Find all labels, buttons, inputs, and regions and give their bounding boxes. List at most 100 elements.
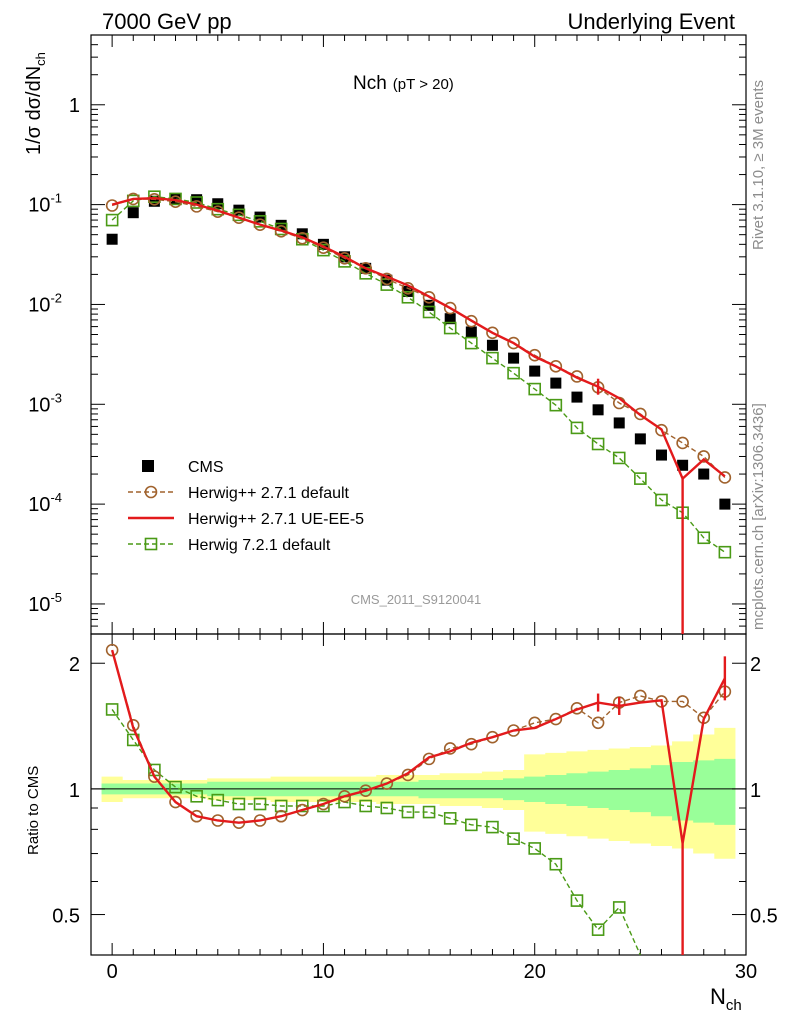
- herwig7-point: [612, 451, 626, 465]
- herwig7-ratio-point: [380, 801, 394, 815]
- x-tick-label: 20: [524, 961, 546, 983]
- herwig7-point: [105, 213, 119, 227]
- y-tick-label-ratio-left: 0.5: [52, 906, 80, 928]
- herwigpp-default-point: [528, 348, 542, 362]
- mcplots-label: mcplots.cern.ch [arXiv:1306.3436]: [750, 403, 767, 630]
- herwig7-point: [634, 472, 647, 485]
- ratio-plot-frame: [90, 633, 747, 956]
- y-tick-label-ratio-right: 0.5: [750, 906, 778, 928]
- legend-cms-marker: [142, 460, 154, 472]
- y-tick-label-exponent: -1: [50, 191, 62, 206]
- herwigpp-default-point: [232, 211, 246, 224]
- herwigpp-default-ratio-point: [422, 752, 436, 766]
- herwigpp-default-point: [338, 251, 351, 265]
- herwig7-point: [422, 305, 436, 319]
- herwig7-ratio-point: [422, 805, 436, 819]
- x-tick-label: 10: [312, 961, 334, 983]
- herwigpp-default-ratio-point: [591, 716, 605, 730]
- cms-data-point: [233, 204, 245, 216]
- herwig7-ratio-point: [507, 832, 520, 845]
- herwigpp-default-point: [253, 218, 267, 231]
- y-tick-label-exponent: -2: [50, 290, 62, 305]
- y-tick-label-mantissa: 1: [69, 95, 80, 117]
- cms-data-point: [677, 459, 689, 471]
- cms-data-point: [444, 313, 456, 325]
- cms-data-point: [550, 377, 562, 389]
- herwig7-ratio-point: [359, 799, 372, 813]
- herwigpp-default-point: [570, 370, 584, 383]
- herwigpp-default-point: [676, 436, 689, 450]
- legend-herwig7-marker: [144, 537, 158, 551]
- herwig7-ratio-point: [612, 901, 626, 914]
- herwigpp-default-point: [422, 290, 436, 304]
- herwigpp-default-point: [317, 241, 330, 255]
- cms-data-point: [571, 391, 583, 403]
- ratio-band-stat: [101, 758, 736, 825]
- y-axis-title-top-sub: ch: [33, 52, 48, 66]
- plot-title-main: Nch: [353, 73, 387, 94]
- herwig7-point: [697, 531, 711, 545]
- herwigpp-default-ratio-point: [338, 789, 351, 803]
- y-tick-label-main: 10-1: [28, 191, 62, 217]
- y-tick-label-main: 10-5: [28, 590, 62, 616]
- legend: CMS Herwig++ 2.7.1 default Herwig++ 2.7.1 …: [128, 459, 364, 554]
- cms-data-point: [698, 468, 710, 480]
- herwigpp-default-point: [718, 471, 732, 484]
- herwigpp-default-point: [443, 301, 457, 315]
- herwigpp-default-point: [697, 450, 711, 463]
- herwig7-ratio-point: [401, 805, 415, 819]
- legend-label: Herwig++ 2.7.1 default: [188, 485, 350, 502]
- herwigpp-default-ratio-point: [380, 777, 394, 790]
- main-plot-series: [105, 190, 732, 634]
- cms-data-point: [170, 193, 182, 205]
- y-tick-label-mantissa: 10: [28, 494, 50, 516]
- cms-data-point: [191, 194, 203, 206]
- herwigpp-default-ratio-point: [169, 795, 182, 809]
- cms-data-point: [148, 195, 160, 207]
- herwig7-ratio-line: [111, 709, 641, 956]
- ratio-bands: [91, 727, 746, 859]
- herwigpp-default-ratio-point: [295, 803, 309, 817]
- legend-label: Herwig++ 2.7.1 UE-EE-5: [188, 511, 364, 528]
- y-tick-label-main: 1: [69, 95, 80, 117]
- herwigpp-default-point: [507, 336, 520, 350]
- legend-label: CMS: [188, 459, 224, 476]
- herwigpp-default-ratio-point: [549, 712, 563, 726]
- y-tick-label-exponent: -4: [50, 490, 62, 505]
- herwig7-point: [528, 382, 542, 396]
- cms-data-point: [613, 417, 625, 429]
- header-left: 7000 GeV pp: [102, 9, 232, 34]
- cms-data-point: [634, 433, 646, 445]
- herwigpp-default-ratio-point: [148, 770, 161, 783]
- herwig7-point: [549, 398, 563, 412]
- herwig7-ratio-point: [253, 797, 267, 811]
- herwigpp-default-point: [549, 360, 563, 373]
- y-axis-title-top-main: 1/σ dσ/dN: [23, 66, 45, 155]
- herwig7-line: [111, 196, 726, 553]
- y-tick-label-mantissa: 10: [28, 394, 50, 416]
- plot-title: Nch (pT > 20): [353, 73, 454, 94]
- y-tick-label-mantissa: 10: [28, 594, 50, 616]
- y-axis-title-top: 1/σ dσ/dNch: [23, 52, 48, 155]
- y-tick-label-ratio-right: 2: [750, 654, 761, 676]
- cms-data-point: [592, 404, 604, 416]
- herwigpp-default-ratio-point: [317, 797, 330, 811]
- herwigpp-default-point: [465, 314, 478, 328]
- herwigpp-default-line: [111, 198, 726, 478]
- herwig7-ratio-point: [443, 812, 457, 825]
- herwig7-ratio-point: [211, 793, 225, 807]
- legend-label: Herwig 7.2.1 default: [188, 537, 331, 554]
- herwig7-ratio-point: [486, 820, 499, 834]
- y-tick-label-main: 10-4: [28, 490, 62, 516]
- header-right: Underlying Event: [567, 9, 735, 34]
- herwigpp-default-ratio-point: [359, 784, 372, 798]
- herwig7-ratio-point: [465, 818, 478, 832]
- herwig7-point: [401, 290, 415, 304]
- herwig7-ratio-point: [295, 799, 309, 813]
- cms-data-point: [508, 352, 520, 364]
- herwig7-point: [443, 321, 457, 335]
- herwig7-ratio-point: [528, 842, 542, 855]
- cms-data-point: [529, 365, 541, 377]
